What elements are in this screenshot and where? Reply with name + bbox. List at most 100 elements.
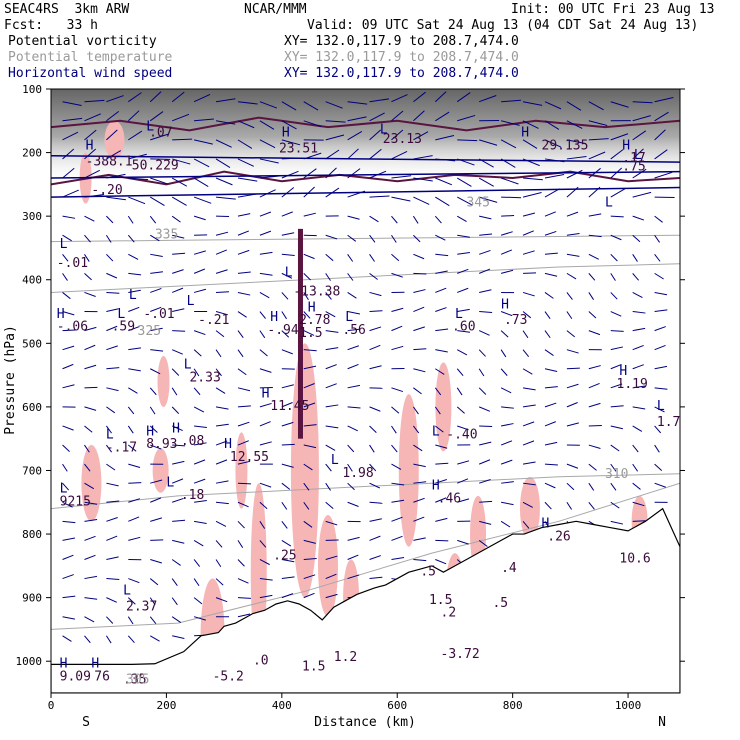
wind-vector <box>325 364 337 370</box>
wind-vector <box>62 329 76 332</box>
hl-marker: L <box>605 196 613 211</box>
wind-vector <box>193 349 202 357</box>
wind-vector <box>215 368 222 377</box>
wind-vector <box>84 273 92 281</box>
wind-vector <box>632 115 651 122</box>
wind-vector <box>172 460 185 465</box>
wind-vector <box>259 349 268 357</box>
wind-vector <box>237 421 250 427</box>
pv-contour-label: 12.55 <box>230 450 269 465</box>
pv-contour-label: -13.38 <box>293 285 340 300</box>
wind-vector <box>457 349 468 356</box>
wind-vector <box>369 444 375 453</box>
wind-vector <box>632 520 646 522</box>
wind-vector <box>259 402 272 408</box>
hl-marker: L <box>432 425 440 440</box>
wind-vector <box>347 148 359 160</box>
wind-vector <box>281 421 294 427</box>
wind-vector <box>347 215 360 220</box>
pv-contour-label: .07 <box>149 126 172 141</box>
hl-marker: H <box>282 126 290 141</box>
wind-vector <box>588 253 599 260</box>
wind-vector <box>172 444 186 447</box>
pv-contour-label: .4 <box>501 561 517 576</box>
hl-marker: L <box>106 428 114 443</box>
wind-vector <box>303 120 322 128</box>
wind-vector <box>171 287 184 293</box>
wind-vector <box>215 597 228 603</box>
wind-vector <box>215 196 236 200</box>
wind-vector <box>84 194 105 198</box>
hl-marker: H <box>619 364 627 379</box>
pv-shade-region <box>81 445 102 522</box>
wind-vector <box>457 498 470 503</box>
pv-contour-label: .73 <box>504 313 527 328</box>
wind-vector <box>522 482 536 486</box>
wind-vector <box>84 554 96 560</box>
wind-vector <box>281 349 293 355</box>
wind-vector <box>303 539 316 544</box>
hl-marker: L <box>60 482 68 497</box>
y-tick-label: 400 <box>22 274 42 287</box>
wind-vector <box>171 616 182 623</box>
wind-vector <box>347 574 360 580</box>
wind-vector <box>544 120 560 130</box>
wind-vector <box>522 387 536 391</box>
wind-vector <box>522 250 535 255</box>
wind-vector <box>84 364 97 370</box>
hl-marker: H <box>432 479 440 494</box>
wind-vector <box>128 272 142 276</box>
wind-vector <box>544 421 556 427</box>
wind-vector <box>347 425 358 432</box>
field-name-pv: Potential vorticity <box>8 34 157 49</box>
wind-vector <box>654 149 668 160</box>
wind-vector <box>106 597 117 603</box>
wind-vector <box>172 539 185 544</box>
wind-vector <box>149 616 157 625</box>
wind-vector <box>654 215 663 223</box>
wind-vector <box>259 158 279 164</box>
wind-vector <box>588 424 602 427</box>
wind-vector <box>193 177 209 187</box>
wind-vector <box>435 497 447 503</box>
wind-vector <box>84 482 95 490</box>
wind-vector <box>259 330 266 339</box>
wind-vector <box>566 422 579 427</box>
pv-contour-label: 50.229 <box>132 159 179 174</box>
wind-vector <box>632 444 639 453</box>
wind-vector <box>172 138 193 141</box>
theta-contour-label: 335 <box>155 227 178 242</box>
wind-vector <box>478 459 491 465</box>
wind-vector <box>106 406 116 414</box>
wind-vector <box>588 234 602 238</box>
pv-contour-label: -.06 <box>57 320 88 335</box>
wind-vector <box>281 539 292 547</box>
wind-vector <box>413 387 422 395</box>
wind-vector <box>566 169 583 179</box>
pv-contour-label: 2.78 <box>299 313 330 328</box>
wind-speed-contour <box>51 170 680 179</box>
wind-vector <box>478 177 494 187</box>
wind-vector <box>106 578 120 580</box>
wind-vector <box>544 158 565 163</box>
wind-vector <box>522 349 530 358</box>
wind-vector <box>632 463 639 472</box>
wind-vector <box>522 192 542 198</box>
wind-vector <box>544 501 552 510</box>
wind-vector <box>347 363 359 370</box>
wind-vector <box>215 459 228 465</box>
wind-vector <box>325 482 331 491</box>
wind-vector <box>413 131 429 141</box>
wind-vector <box>544 386 558 389</box>
wind-vector <box>610 444 620 452</box>
wind-vector <box>62 554 74 560</box>
terrain <box>51 507 680 693</box>
wind-vector <box>259 120 275 130</box>
wind-vector <box>413 558 427 562</box>
wind-vector <box>303 292 309 300</box>
wind-vector <box>303 330 315 336</box>
wind-vector <box>632 292 643 299</box>
wind-vector <box>259 189 276 198</box>
wind-vector <box>566 311 573 320</box>
wind-vector <box>62 520 76 524</box>
